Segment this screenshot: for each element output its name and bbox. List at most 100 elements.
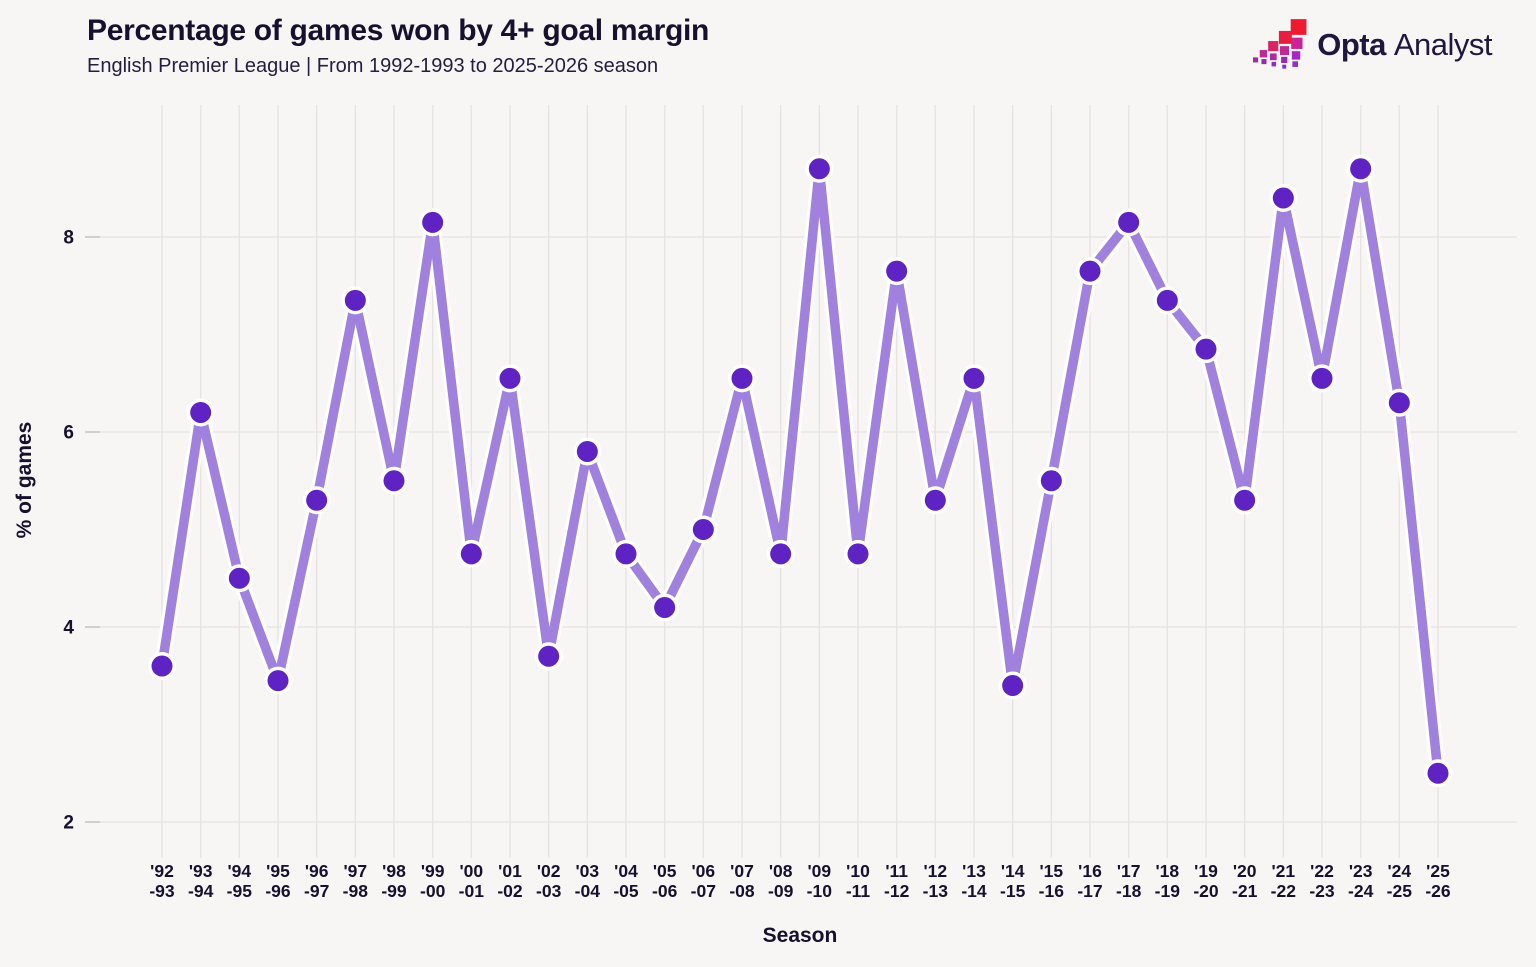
data-point bbox=[460, 543, 482, 565]
x-axis-tick-label: -95 bbox=[227, 881, 253, 901]
data-point bbox=[924, 489, 946, 511]
y-axis-tick-label: 6 bbox=[63, 423, 74, 444]
x-axis-tick-label: '13 bbox=[962, 861, 986, 881]
x-axis-tick-label: -25 bbox=[1387, 881, 1413, 901]
x-axis-tick-label: -93 bbox=[149, 881, 175, 901]
x-axis-tick-label: -26 bbox=[1425, 881, 1451, 901]
x-axis-tick-label: -12 bbox=[884, 881, 910, 901]
y-axis-tick-label: 8 bbox=[63, 228, 74, 249]
x-axis-tick-label: '92 bbox=[150, 861, 174, 881]
brand-name-opta: Opta bbox=[1317, 27, 1386, 62]
data-point bbox=[1156, 289, 1178, 311]
data-point bbox=[306, 489, 328, 511]
data-point bbox=[422, 211, 444, 233]
x-axis-tick-label: '07 bbox=[730, 861, 754, 881]
x-axis-tick-label: -14 bbox=[961, 881, 987, 901]
x-axis-tick-label: '12 bbox=[924, 861, 948, 881]
stairs-square bbox=[1261, 59, 1267, 65]
x-axis-tick-label: '10 bbox=[846, 861, 870, 881]
x-axis-tick-label: '11 bbox=[885, 861, 908, 881]
y-axis-title: % of games bbox=[13, 422, 36, 539]
x-axis-tick-label: -15 bbox=[1000, 881, 1026, 901]
data-point bbox=[1311, 367, 1333, 389]
stairs-square bbox=[1282, 64, 1287, 69]
x-axis-tick-label: '02 bbox=[537, 861, 561, 881]
x-axis-tick-label: -11 bbox=[846, 881, 871, 901]
x-axis-tick-label: -97 bbox=[304, 881, 329, 901]
x-axis-tick-label: '93 bbox=[189, 861, 213, 881]
stairs-square bbox=[1268, 41, 1279, 52]
data-point bbox=[886, 260, 908, 282]
x-axis-tick-label: '95 bbox=[266, 861, 290, 881]
stairs-square bbox=[1291, 37, 1303, 49]
x-axis-tick-label: -20 bbox=[1193, 881, 1219, 901]
data-point bbox=[538, 645, 560, 667]
x-axis-tick-label: '96 bbox=[305, 861, 329, 881]
data-points bbox=[148, 154, 1452, 788]
x-axis-tick-label: '05 bbox=[653, 861, 677, 881]
opta-stairs-icon bbox=[1253, 19, 1307, 69]
x-axis-tick-label: '94 bbox=[228, 861, 252, 881]
x-axis-tick-label: -21 bbox=[1232, 881, 1258, 901]
x-axis-tick-label: -01 bbox=[459, 881, 485, 901]
data-point bbox=[499, 367, 521, 389]
chart-subtitle: English Premier League | From 1992-1993 … bbox=[87, 55, 659, 77]
stairs-square bbox=[1292, 61, 1299, 67]
x-axis-tick-label: '16 bbox=[1078, 861, 1102, 881]
x-axis-tick-label: '97 bbox=[344, 861, 368, 881]
stairs-square bbox=[1290, 19, 1307, 35]
x-axis-tick-label: -98 bbox=[343, 881, 369, 901]
x-axis-tick-label: -08 bbox=[729, 881, 755, 901]
stairs-square bbox=[1280, 46, 1290, 56]
x-axis-tick-label: '01 bbox=[498, 861, 522, 881]
x-axis-tick-label: -05 bbox=[613, 881, 639, 901]
x-axis-tick-label: '04 bbox=[614, 861, 638, 881]
data-point bbox=[808, 158, 830, 180]
stairs-square bbox=[1259, 50, 1268, 58]
data-point bbox=[1388, 392, 1410, 414]
data-point bbox=[1350, 158, 1372, 180]
chart-title: Percentage of games won by 4+ goal margi… bbox=[87, 14, 710, 47]
data-point bbox=[654, 597, 676, 618]
x-axis-tick-label: '03 bbox=[576, 861, 600, 881]
x-axis-tick-label: -09 bbox=[768, 881, 794, 901]
x-axis-tick-label: '14 bbox=[1001, 861, 1025, 881]
data-point bbox=[190, 402, 212, 423]
stairs-square bbox=[1292, 51, 1301, 60]
x-axis-tick-label: -94 bbox=[188, 881, 214, 901]
x-axis-tick-label: -07 bbox=[691, 881, 716, 901]
x-tick-labels: '92-93'93-94'94-95'95-96'96-97'97-98'98-… bbox=[149, 861, 1451, 901]
x-axis-tick-label: -13 bbox=[923, 881, 949, 901]
x-axis-tick-label: -04 bbox=[575, 881, 601, 901]
x-axis-tick-label: '24 bbox=[1388, 861, 1412, 881]
data-point bbox=[692, 519, 714, 540]
x-axis-tick-label: '20 bbox=[1233, 861, 1257, 881]
stairs-square bbox=[1281, 56, 1288, 63]
x-axis-tick-label: '25 bbox=[1426, 861, 1450, 881]
chart-header: Percentage of games won by 4+ goal margi… bbox=[87, 14, 709, 78]
series-line bbox=[157, 164, 1443, 778]
x-axis-tick-label: -99 bbox=[381, 881, 407, 901]
x-axis-tick-label: '08 bbox=[769, 861, 793, 881]
x-axis-tick-label: -96 bbox=[265, 881, 291, 901]
x-axis-tick-label: -03 bbox=[536, 881, 562, 901]
x-axis-tick-label: '19 bbox=[1194, 861, 1218, 881]
y-axis-tick-label: 2 bbox=[63, 813, 74, 834]
x-axis-tick-label: -00 bbox=[420, 881, 446, 901]
x-axis-tick-label: '06 bbox=[692, 861, 716, 881]
y-axis-tick-label: 4 bbox=[63, 618, 74, 639]
data-point bbox=[1427, 762, 1449, 784]
x-axis-title: Season bbox=[763, 924, 838, 947]
data-point bbox=[731, 367, 753, 389]
brand-name-analyst: Analyst bbox=[1393, 27, 1493, 62]
stairs-square bbox=[1279, 30, 1293, 44]
data-point bbox=[1272, 187, 1294, 209]
data-point bbox=[1040, 470, 1062, 492]
x-axis-tick-label: -06 bbox=[652, 881, 678, 901]
data-point bbox=[576, 441, 598, 462]
x-axis-tick-label: -23 bbox=[1309, 881, 1335, 901]
x-axis-tick-label: -22 bbox=[1271, 881, 1297, 901]
data-point bbox=[151, 655, 173, 677]
